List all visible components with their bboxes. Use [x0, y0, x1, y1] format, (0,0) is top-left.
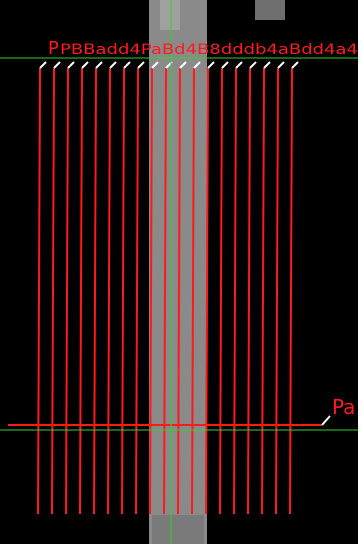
vertical-path-line[interactable]	[135, 67, 139, 515]
vertical-path-line[interactable]	[65, 67, 69, 515]
vertical-path-handle[interactable]	[53, 61, 61, 69]
vertical-path-handle[interactable]	[81, 61, 89, 69]
vertical-path-handle[interactable]	[151, 61, 159, 69]
vertical-path-line[interactable]	[219, 67, 223, 515]
vertical-path-handle[interactable]	[291, 61, 299, 69]
vertical-path-line[interactable]	[121, 67, 125, 515]
viewport-right-border	[358, 0, 362, 544]
vertical-path-labels: PBBadd4PaBd4B8dddb4aBdd4a4	[60, 42, 358, 58]
vertical-path-line[interactable]	[51, 67, 55, 515]
vertical-path-line[interactable]	[107, 67, 111, 515]
vertical-path-line[interactable]	[289, 67, 293, 515]
vertical-path-handle[interactable]	[221, 61, 229, 69]
vertical-path-handle[interactable]	[263, 61, 271, 69]
vertical-path-handle[interactable]	[67, 61, 75, 69]
vertical-path-handle[interactable]	[95, 61, 103, 69]
vertical-path-handle[interactable]	[137, 61, 145, 69]
vertical-path-handle[interactable]	[277, 61, 285, 69]
horizontal-path-handle[interactable]	[321, 415, 331, 426]
vertical-path-line[interactable]	[177, 67, 181, 515]
vertical-path-line[interactable]	[191, 67, 195, 515]
horizontal-path-label: Pa	[332, 395, 355, 419]
vertical-path-label-prefix: P	[48, 38, 59, 59]
vertical-path-handle[interactable]	[109, 61, 117, 69]
vertical-path-handle[interactable]	[179, 61, 187, 69]
vertical-path-line[interactable]	[205, 67, 209, 515]
vertical-path-line[interactable]	[275, 67, 279, 515]
vertical-path-line[interactable]	[79, 67, 83, 515]
vertical-path-handle[interactable]	[207, 61, 215, 69]
vertical-path-handle[interactable]	[235, 61, 243, 69]
vertical-path-handle[interactable]	[123, 61, 131, 69]
vertical-path-line[interactable]	[149, 67, 153, 515]
vertical-path-line[interactable]	[247, 67, 251, 515]
vertical-path-line[interactable]	[37, 67, 41, 515]
vertical-path-line[interactable]	[261, 67, 265, 515]
vertical-path-handle[interactable]	[39, 61, 47, 69]
vertical-path-handle[interactable]	[193, 61, 201, 69]
vertical-path-line[interactable]	[233, 67, 237, 515]
vertical-path-handle[interactable]	[249, 61, 257, 69]
vertical-path-lines[interactable]	[37, 61, 299, 515]
vertical-path-line[interactable]	[93, 67, 97, 515]
vertical-path-line[interactable]	[163, 67, 167, 515]
